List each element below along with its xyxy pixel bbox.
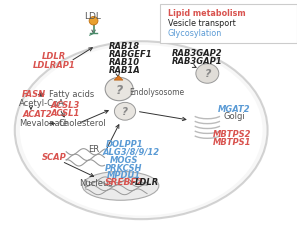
Text: Acetyl-CoA: Acetyl-CoA <box>19 99 65 108</box>
Text: RAB18: RAB18 <box>109 42 140 51</box>
Ellipse shape <box>114 102 136 120</box>
Text: RAB3GAP1: RAB3GAP1 <box>172 57 223 66</box>
Text: ?: ? <box>116 84 123 97</box>
Text: RAB1A: RAB1A <box>109 66 141 75</box>
Ellipse shape <box>196 64 219 83</box>
Text: RAB3GAP2: RAB3GAP2 <box>172 49 223 58</box>
Text: Vesicle transport: Vesicle transport <box>168 19 236 28</box>
Text: PRKCSH: PRKCSH <box>105 163 143 173</box>
Text: ?: ? <box>204 69 211 79</box>
FancyBboxPatch shape <box>160 5 297 43</box>
Ellipse shape <box>20 45 262 216</box>
Text: Mevalonate: Mevalonate <box>19 119 68 128</box>
Text: DOLPP1: DOLPP1 <box>106 140 143 149</box>
Text: Fatty acids: Fatty acids <box>49 90 94 99</box>
Text: ER: ER <box>88 145 99 154</box>
Text: ACSL1: ACSL1 <box>51 109 80 118</box>
Text: ALG3/8/9/12: ALG3/8/9/12 <box>103 148 160 157</box>
Ellipse shape <box>82 171 159 200</box>
Text: Nucleus: Nucleus <box>79 179 112 188</box>
Text: MBTPS2: MBTPS2 <box>213 130 252 139</box>
Text: LDL: LDL <box>84 12 101 21</box>
Text: MOGS: MOGS <box>110 156 138 165</box>
Text: MGAT2: MGAT2 <box>218 105 250 114</box>
Text: Lipid metabolism: Lipid metabolism <box>168 9 245 18</box>
Text: Endolysosome: Endolysosome <box>129 88 184 97</box>
Text: Golgi: Golgi <box>224 112 245 121</box>
Text: SCAP: SCAP <box>42 153 67 163</box>
Text: FASN: FASN <box>22 90 46 99</box>
Text: LDLRAP1: LDLRAP1 <box>33 61 76 70</box>
Text: RABGEF1: RABGEF1 <box>109 50 152 59</box>
Text: Glycosylation: Glycosylation <box>168 29 222 38</box>
Ellipse shape <box>89 17 98 25</box>
Text: RAB10: RAB10 <box>109 58 140 67</box>
Text: MBTPS1: MBTPS1 <box>213 138 252 147</box>
Text: ?: ? <box>122 107 128 117</box>
Ellipse shape <box>105 77 133 101</box>
Text: LDLR: LDLR <box>135 178 159 187</box>
Text: ACAT2: ACAT2 <box>22 110 52 119</box>
Text: SREBF2: SREBF2 <box>105 178 144 187</box>
Text: LDLR: LDLR <box>42 52 67 61</box>
Text: Cholesterol: Cholesterol <box>59 119 106 128</box>
Ellipse shape <box>15 41 268 219</box>
Text: ACSL3: ACSL3 <box>51 101 80 110</box>
Text: MPDU1: MPDU1 <box>107 171 141 180</box>
Polygon shape <box>114 76 123 80</box>
